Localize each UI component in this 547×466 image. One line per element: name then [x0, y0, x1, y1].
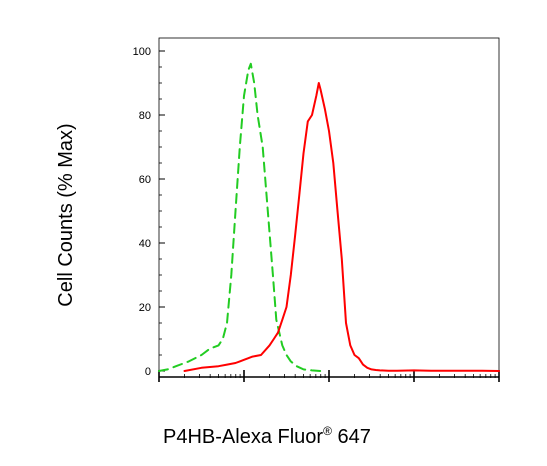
y-tick-label: 80: [139, 110, 151, 122]
y-tick-label: 40: [139, 238, 151, 250]
x-axis-label-tail: 647: [332, 426, 371, 448]
series-layer: [158, 62, 500, 372]
axes-layer: 0 20 40 60 80 100: [133, 37, 500, 382]
y-axis-label: Cell Counts (% Max): [55, 123, 77, 306]
series-red-solid-line: [183, 82, 500, 372]
x-axis-label-main: P4HB-Alexa Fluor: [163, 426, 323, 448]
series-green-dashed-line: [158, 62, 322, 372]
y-tick-label: 60: [139, 174, 151, 186]
x-axis-label: P4HB-Alexa Fluor® 647: [163, 424, 371, 448]
y-tick-label: 0: [145, 366, 151, 378]
y-tick-label: 100: [133, 46, 151, 58]
plot-frame: [158, 37, 500, 378]
y-tick-label: 20: [139, 302, 151, 314]
x-axis-label-registered: ®: [323, 424, 332, 438]
